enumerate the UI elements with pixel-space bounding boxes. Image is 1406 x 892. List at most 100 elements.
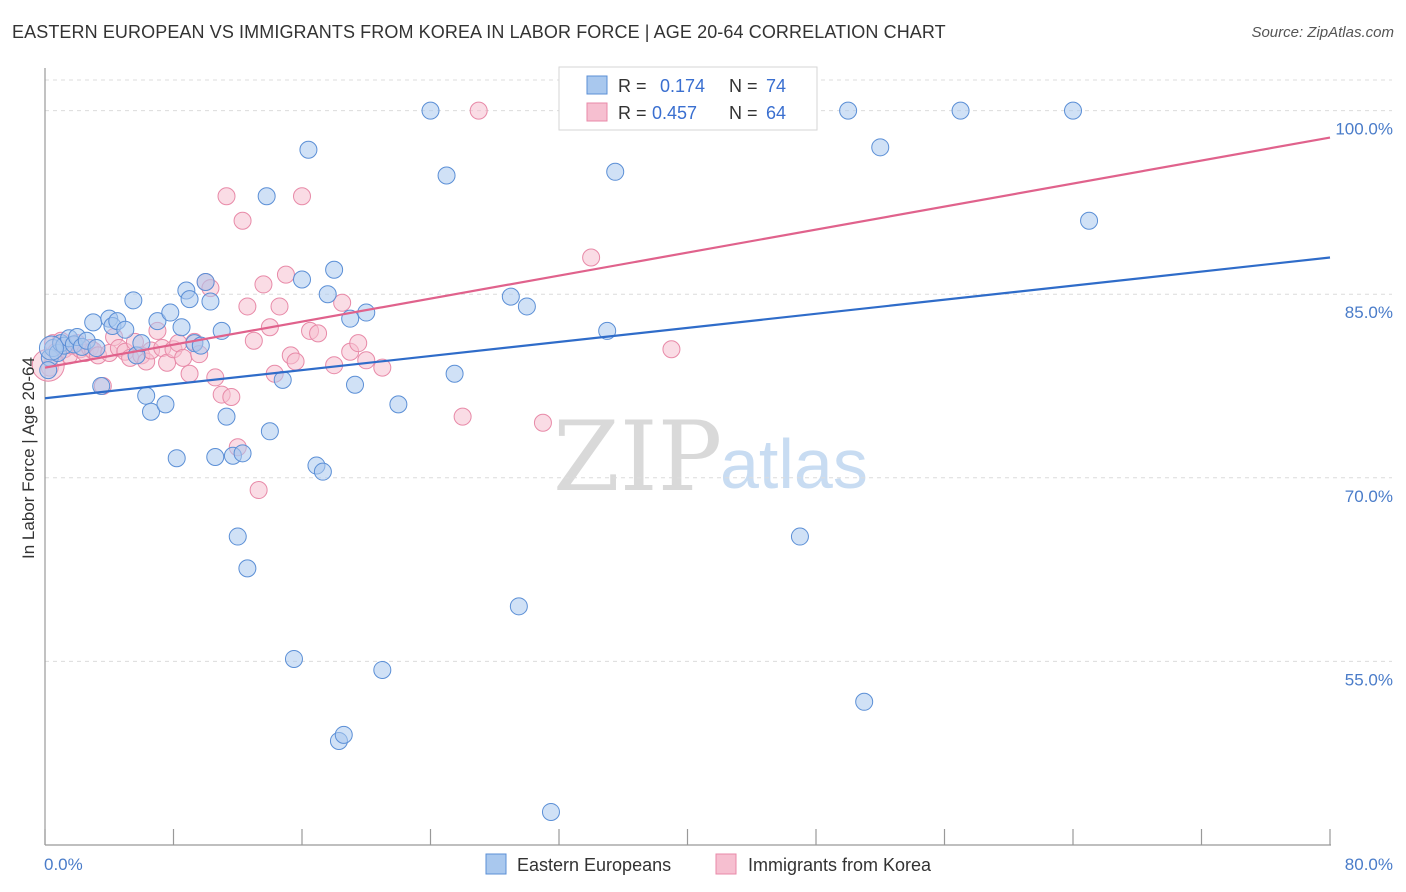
eastern-point-55: [373, 660, 392, 679]
eastern-point-61: [509, 597, 528, 616]
eastern-point-48: [318, 285, 337, 304]
chart-source: Source: ZipAtlas.com: [1251, 24, 1394, 41]
eastern-point-41: [260, 422, 279, 441]
eastern-point-69: [871, 138, 890, 157]
korea-point-28: [174, 348, 193, 367]
korea-point-49: [286, 352, 305, 371]
eastern-point-21: [142, 402, 161, 421]
x-tick-max: 80.0%: [1345, 855, 1393, 874]
legend-n-value-2: 64: [766, 103, 786, 123]
korea-point-50: [293, 187, 311, 206]
eastern-point-38: [233, 444, 252, 463]
legend-swatch-pink: [586, 102, 608, 122]
eastern-point-22: [148, 312, 167, 331]
legend-n-value-1: 74: [766, 76, 786, 96]
x-tick-min: 0.0%: [44, 855, 83, 874]
eastern-point-67: [839, 101, 858, 120]
eastern-point-60: [501, 287, 520, 306]
eastern-point-11: [87, 339, 106, 358]
korea-point-36: [217, 187, 236, 206]
legend-r-value-2: 0.457: [652, 103, 697, 123]
korea-point-46: [270, 297, 289, 316]
bottom-legend-swatch-pink: [715, 853, 737, 875]
y-tick-label-1: 70.0%: [1345, 487, 1393, 506]
eastern-point-66: [790, 527, 809, 546]
korea-point-40: [238, 297, 257, 316]
eastern-point-10: [84, 313, 103, 332]
eastern-point-32: [201, 292, 220, 311]
eastern-point-54: [357, 303, 376, 322]
legend-r-value-1: 0.174: [660, 76, 705, 96]
eastern-point-56: [389, 395, 408, 414]
trend-lines: [44, 136, 1331, 400]
korea-point-29: [180, 364, 199, 383]
eastern-point-59: [445, 364, 464, 383]
eastern-point-35: [217, 407, 236, 426]
korea-point-37: [222, 388, 241, 407]
korea-point-58: [373, 358, 392, 377]
legend-swatch-blue: [586, 75, 608, 95]
korea-point-59: [453, 407, 472, 426]
eastern-point-43: [284, 649, 303, 668]
korea-point-63: [662, 340, 681, 359]
eastern-point-58: [437, 166, 456, 185]
bottom-legend-label-blue: Eastern Europeans: [517, 855, 671, 875]
korea-point-60: [469, 101, 488, 120]
eastern-point-40: [257, 187, 276, 206]
trend-line-korea: [44, 136, 1331, 369]
y-tick-label-0: 55.0%: [1345, 670, 1393, 689]
y-tick-labels: 55.0% 70.0% 85.0% 100.0%: [1335, 120, 1393, 690]
legend-n-label-1: N =: [729, 76, 758, 96]
y-axis-label: In Labor Force | Age 20-64: [19, 357, 38, 559]
korea-point-52: [309, 324, 328, 343]
legend-top: R = 0.174 N = 74 R = 0.457 N = 64: [558, 66, 818, 131]
eastern-point-16: [116, 320, 135, 339]
axes: [44, 68, 1331, 846]
korea-point-34: [206, 368, 225, 387]
eastern-point-33: [206, 447, 225, 466]
y-tick-label-3: 100.0%: [1335, 120, 1393, 139]
eastern-point-28: [180, 290, 199, 309]
eastern-point-44: [293, 270, 311, 289]
eastern-point-12: [92, 377, 111, 395]
eastern-point-71: [1064, 101, 1082, 120]
eastern-point-49: [325, 260, 344, 279]
trend-line-eastern: [44, 256, 1331, 400]
eastern-point-47: [313, 462, 332, 481]
y-tick-label-2: 85.0%: [1345, 303, 1393, 322]
legend-r-label-1: R =: [618, 76, 647, 96]
legend-r-label-2: R =: [618, 103, 647, 123]
eastern-point-70: [951, 101, 970, 120]
chart-title: EASTERN EUROPEAN VS IMMIGRANTS FROM KORE…: [12, 22, 946, 42]
korea-point-39: [233, 211, 252, 230]
korea-point-42: [249, 481, 268, 500]
eastern-point-25: [167, 449, 186, 468]
korea-point-57: [357, 351, 376, 370]
eastern-point-17: [124, 291, 143, 310]
bottom-legend-swatch-blue: [485, 853, 507, 875]
korea-point-41: [244, 331, 263, 350]
eastern-point-63: [541, 802, 560, 821]
korea-point-62: [582, 248, 601, 267]
eastern-point-73: [39, 361, 58, 380]
eastern-point-26: [172, 318, 191, 337]
eastern-point-65: [606, 162, 625, 181]
eastern-point-57: [421, 101, 440, 120]
series-eastern-points: [38, 101, 1099, 821]
eastern-point-51: [334, 725, 353, 744]
korea-point-56: [349, 334, 368, 353]
eastern-point-68: [855, 692, 874, 711]
eastern-point-45: [299, 140, 318, 159]
eastern-point-72: [1080, 211, 1099, 230]
legend-bottom: Eastern Europeans Immigrants from Korea: [485, 853, 932, 875]
eastern-point-24: [161, 303, 180, 322]
korea-point-54: [333, 293, 352, 312]
watermark-zip: ZIP: [553, 401, 722, 513]
eastern-point-53: [346, 375, 365, 394]
watermark-atlas: atlas: [720, 425, 868, 503]
eastern-cluster-point: [38, 335, 64, 361]
korea-point-43: [254, 275, 273, 294]
eastern-point-39: [238, 559, 257, 578]
eastern-point-31: [196, 272, 215, 291]
